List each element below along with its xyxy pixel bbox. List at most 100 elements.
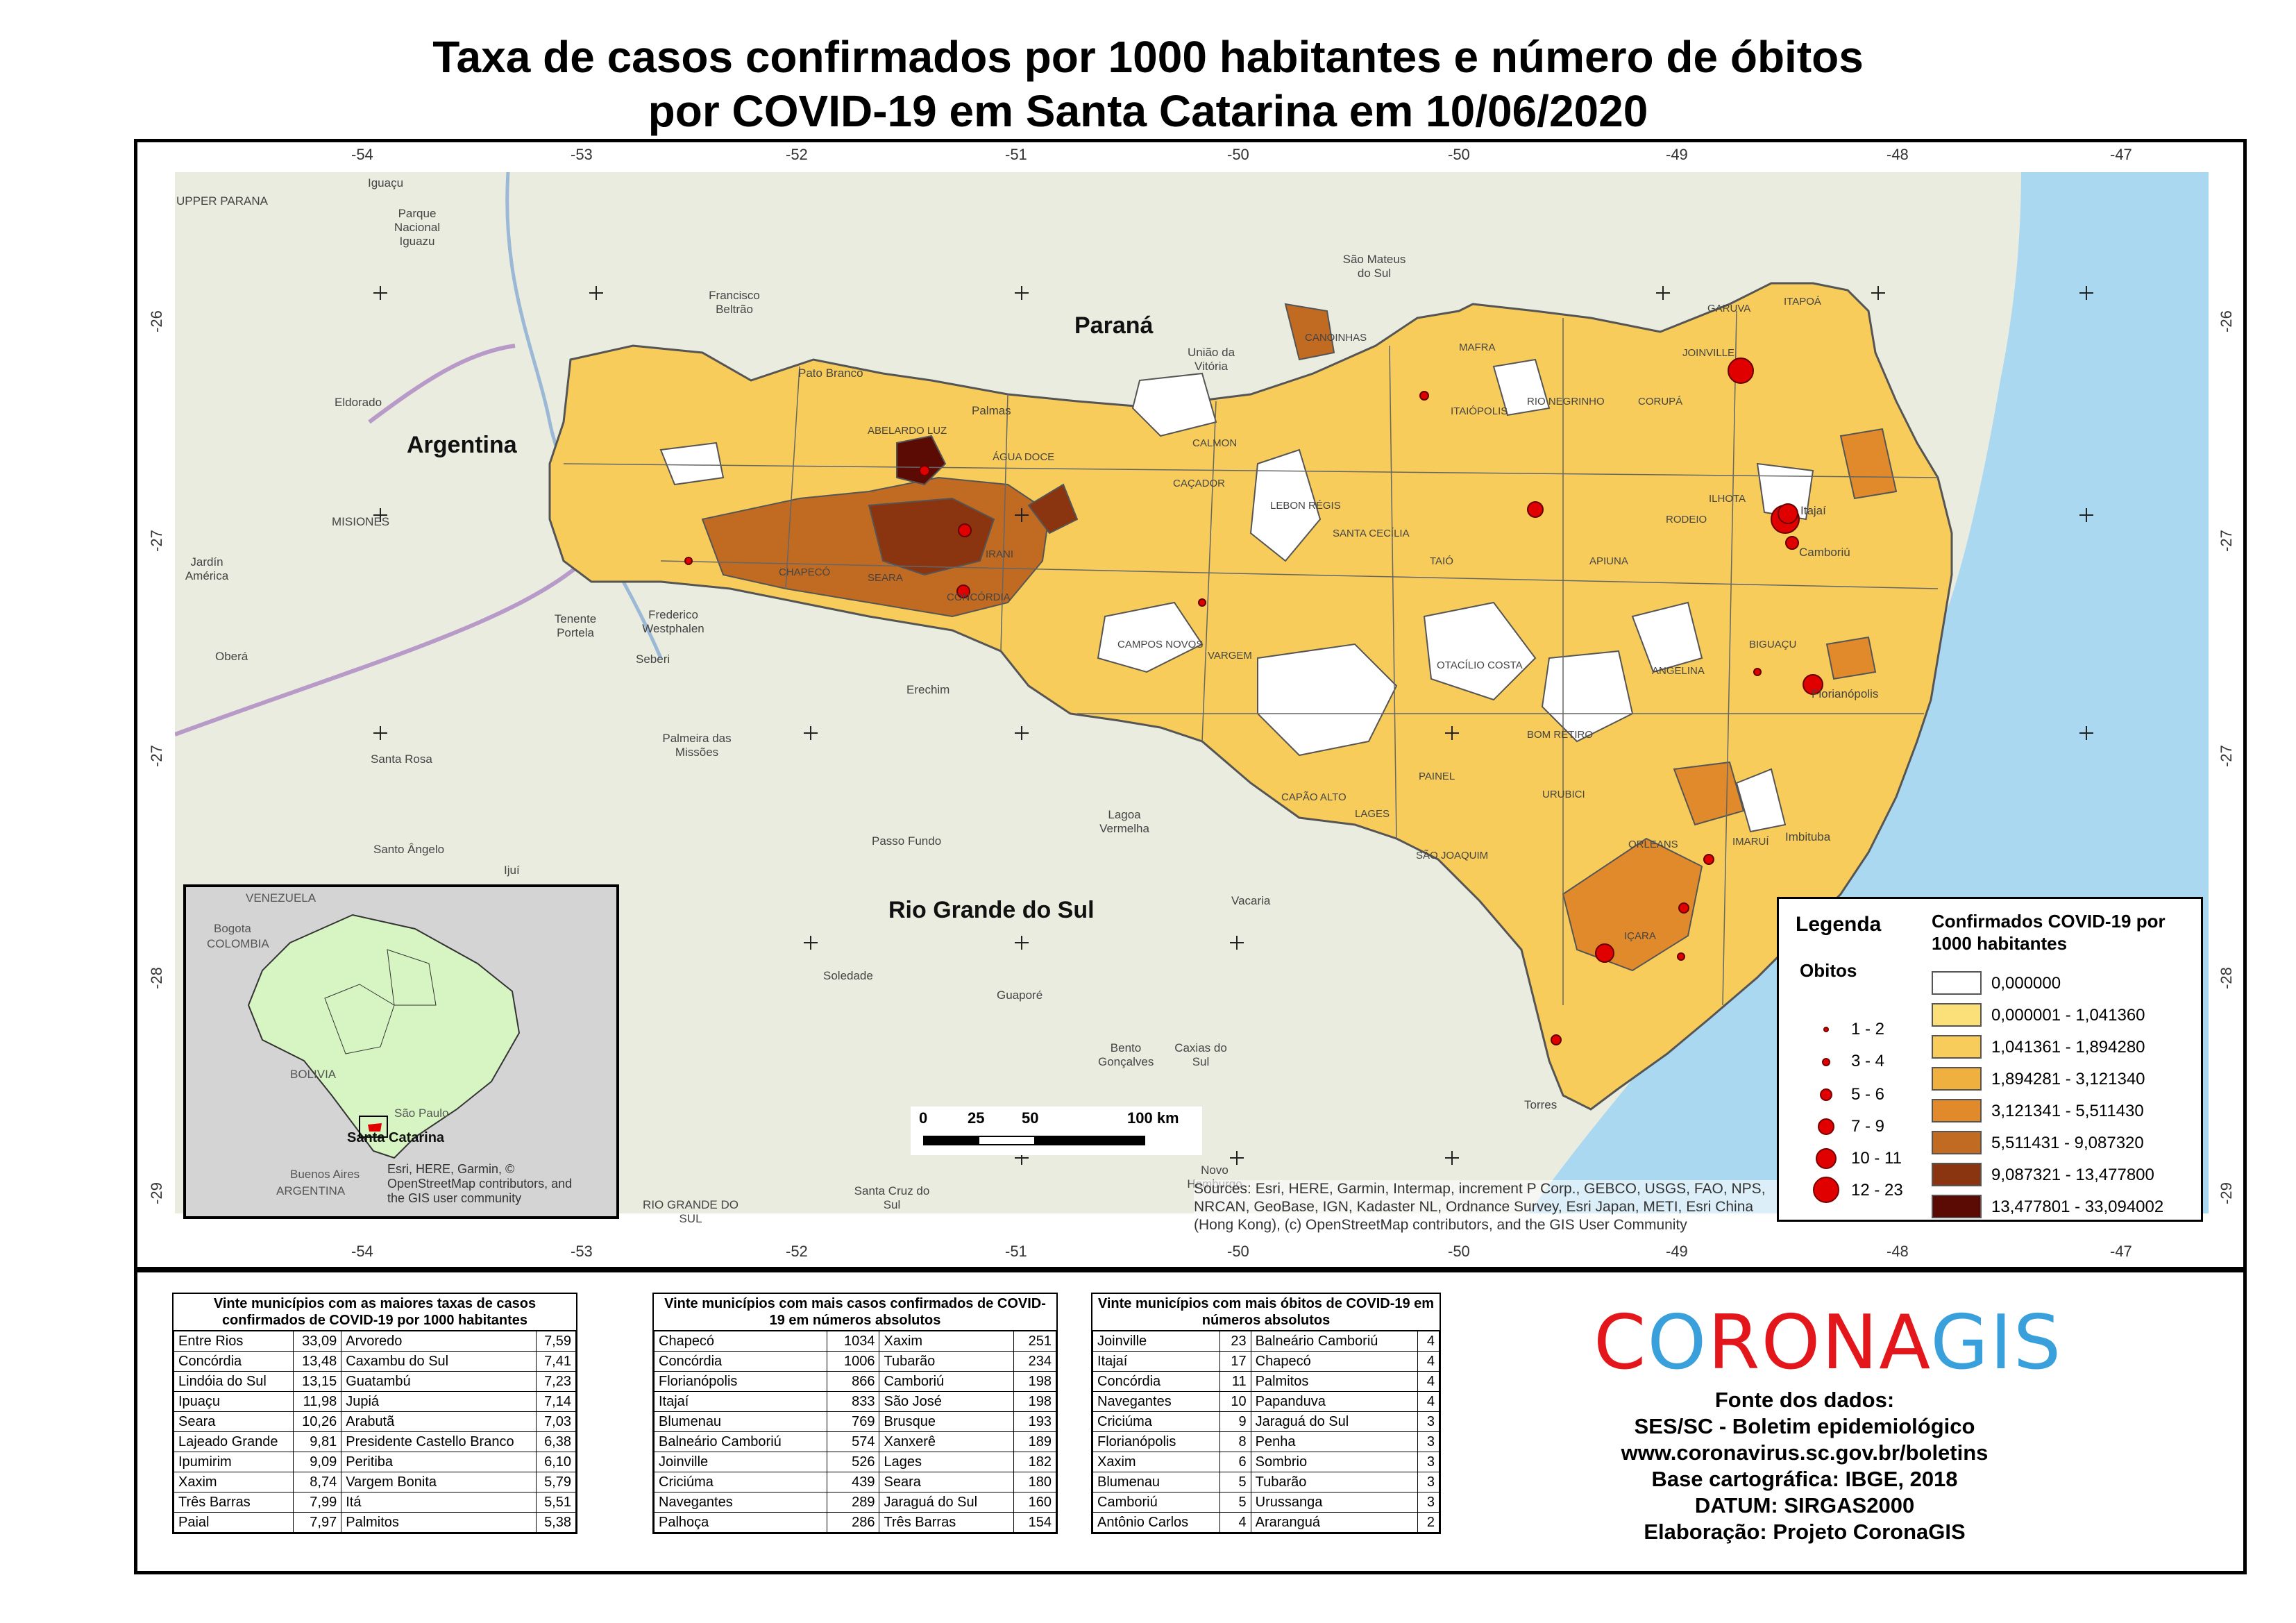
credits-block: Fonte dos dados: SES/SC - Boletim epidem…: [1562, 1387, 2048, 1545]
table-value-cell: 7,23: [535, 1371, 577, 1392]
inset-label: Buenos Aires: [290, 1168, 360, 1181]
inset-map-drawing: [186, 887, 616, 1216]
rate-swatch: [1932, 1003, 1982, 1027]
table-name-cell: Xanxerê: [879, 1431, 1015, 1452]
table-caption: Vinte municípios com as maiores taxas de…: [174, 1294, 576, 1331]
inset-label: COLOMBIA: [207, 937, 269, 950]
table-row: Palhoça 286 Três Barras 154: [653, 1512, 1056, 1533]
place-label: Palmeira das Missões: [662, 732, 732, 759]
municipality-label: RODEIO: [1666, 514, 1707, 525]
place-label: Palmas: [972, 404, 1011, 417]
table-name-cell: Três Barras: [174, 1492, 294, 1513]
lon-label: -48: [1886, 1243, 1909, 1260]
table-name-cell: Criciúma: [653, 1472, 828, 1492]
credits-line: DATUM: SIRGAS2000: [1694, 1493, 1915, 1517]
lat-label: -29: [2217, 1182, 2235, 1204]
table-value-cell: 7,03: [535, 1411, 577, 1432]
place-label: Vacaria: [1231, 894, 1271, 907]
place-label: Santa Rosa: [371, 752, 432, 766]
table-name-cell: Itajaí: [653, 1391, 828, 1412]
table-value-cell: 9,09: [292, 1452, 342, 1472]
map-title-line2: por COVID-19 em Santa Catarina em 10/06/…: [648, 86, 1648, 136]
obitos-class-label: 3 - 4: [1851, 1052, 1885, 1070]
map-title-line1: Taxa de casos confirmados por 1000 habit…: [432, 32, 1864, 82]
lon-label: -47: [2110, 146, 2132, 163]
place-label: Oberá: [215, 650, 248, 663]
rate-class-label: 0,000000: [1991, 974, 2061, 993]
lat-label: -26: [147, 310, 165, 333]
data-table: Entre Rios 33,09 Arvoredo 7,59 Concórdia 13,4…: [174, 1331, 577, 1533]
municipality-label: ITAIÓPOLIS: [1451, 405, 1508, 417]
table-name-cell: Entre Rios: [174, 1331, 294, 1352]
table-value-cell: 5: [1219, 1472, 1251, 1492]
table-name-cell: Navegantes: [1092, 1391, 1220, 1412]
table-row: Ipumirim 9,09 Peritiba 6,10: [174, 1452, 577, 1472]
table-value-cell: 23: [1219, 1331, 1251, 1352]
table-row: Camboriú 5 Urussanga 3: [1092, 1492, 1440, 1513]
lon-label: -50: [1227, 1243, 1249, 1260]
table-value-cell: 4: [1417, 1391, 1440, 1412]
table-name-cell: Joinville: [1092, 1331, 1220, 1352]
municipality-label: SANTA CECÍLIA: [1333, 528, 1410, 539]
obitos-symbol: [1820, 1088, 1832, 1101]
table-value-cell: 33,09: [292, 1331, 342, 1352]
lat-label: -28: [2217, 967, 2235, 989]
map-sources: Sources: Esri, HERE, Garmin, Intermap, i…: [1194, 1180, 1777, 1234]
table-value-cell: 2: [1417, 1512, 1440, 1533]
place-label: Francisco Beltrão: [709, 289, 760, 316]
table-value-cell: 198: [1013, 1391, 1056, 1412]
municipality-label: SEARA: [868, 572, 903, 584]
place-label: Ijuí: [504, 864, 520, 877]
table-value-cell: 9: [1219, 1411, 1251, 1432]
rate-swatch: [1932, 971, 1982, 995]
table-value-cell: 5,38: [535, 1512, 577, 1533]
table-name-cell: Xaxim: [174, 1472, 294, 1492]
scale-tick: 25: [968, 1109, 985, 1127]
place-label: Bento Gonçalves: [1098, 1041, 1154, 1068]
municipality-label: MAFRA: [1459, 342, 1496, 353]
table-row: Entre Rios 33,09 Arvoredo 7,59: [174, 1331, 577, 1352]
lat-label: -27: [2217, 745, 2235, 767]
legend-title: Legenda: [1796, 913, 1882, 936]
rate-swatch: [1932, 1035, 1982, 1059]
table-name-cell: Arvoredo: [341, 1331, 537, 1352]
table-name-cell: Concórdia: [1092, 1371, 1220, 1392]
table-value-cell: 193: [1013, 1411, 1056, 1432]
table-row: Blumenau 5 Tubarão 3: [1092, 1472, 1440, 1492]
lat-label: -27: [147, 745, 165, 767]
rate-class-label: 0,000001 - 1,041360: [1991, 1006, 2145, 1025]
scale-tick: 100 km: [1127, 1109, 1179, 1127]
credits-line: SES/SC - Boletim epidemiológico: [1634, 1414, 1975, 1438]
municipality-label: PAINEL: [1419, 771, 1455, 782]
scale-tick: 50: [1022, 1109, 1039, 1127]
table-name-cell: São José: [879, 1391, 1015, 1412]
table-row: Joinville 23 Balneário Camboriú 4: [1092, 1331, 1440, 1352]
table-value-cell: 3: [1417, 1411, 1440, 1432]
table-value-cell: 180: [1013, 1472, 1056, 1492]
municipality-label: URUBICI: [1542, 789, 1585, 800]
table-value-cell: 1034: [827, 1331, 880, 1352]
table-name-cell: Lajeado Grande: [174, 1431, 294, 1452]
table-name-cell: Urussanga: [1250, 1492, 1419, 1513]
country-label-argentina: Argentina: [407, 432, 517, 458]
rate-class-label: 1,041361 - 1,894280: [1991, 1038, 2145, 1057]
table-row: Navegantes 289 Jaraguá do Sul 160: [653, 1492, 1056, 1513]
place-label: MISIONES: [332, 515, 390, 528]
obitos-symbol: [1813, 1177, 1839, 1203]
table-value-cell: 5: [1219, 1492, 1251, 1513]
municipality-label: IMARUÍ: [1732, 836, 1769, 848]
municipality-label: CORUPÁ: [1638, 396, 1683, 407]
municipality-label: CANOINHAS: [1305, 332, 1367, 344]
table-value-cell: 3: [1417, 1431, 1440, 1452]
place-label: Seberi: [636, 653, 670, 666]
table-name-cell: Penha: [1250, 1431, 1419, 1452]
inset-label: VENEZUELA: [246, 891, 316, 905]
lon-label: -50: [1448, 146, 1470, 163]
table-name-cell: Papanduva: [1250, 1391, 1419, 1412]
lon-label: -49: [1666, 146, 1688, 163]
municipality-label: OTACÍLIO COSTA: [1437, 659, 1523, 671]
lon-label: -52: [786, 1243, 808, 1260]
inset-label: BOLIVIA: [290, 1068, 337, 1081]
table-value-cell: 10,26: [292, 1411, 342, 1432]
table-row: Florianópolis 866 Camboriú 198: [653, 1371, 1056, 1392]
